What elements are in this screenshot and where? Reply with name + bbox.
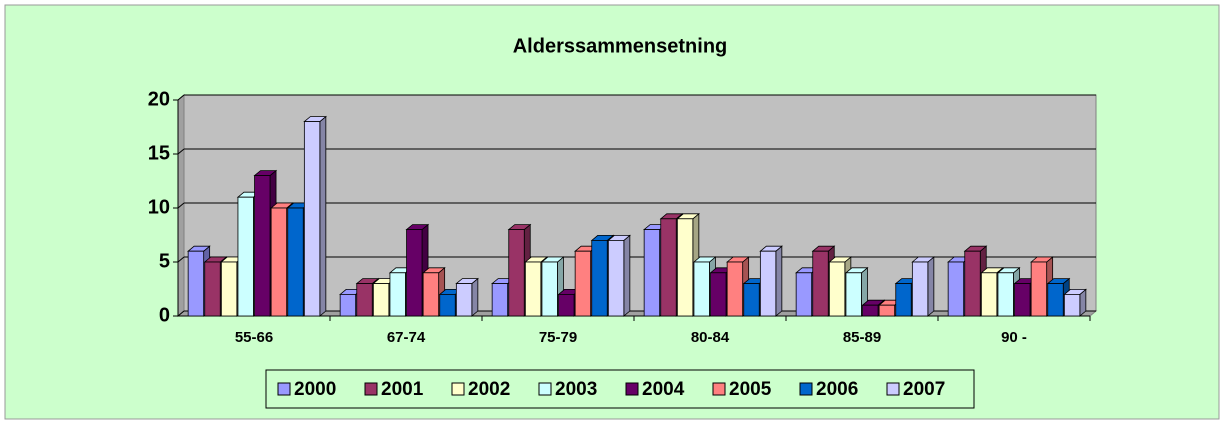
bar-side xyxy=(775,245,783,317)
bar xyxy=(607,239,625,317)
chart-title: Alderssammensetning xyxy=(513,35,728,57)
bar xyxy=(862,304,879,317)
bar xyxy=(220,261,238,317)
bar xyxy=(878,304,896,317)
bar xyxy=(795,272,813,317)
bar xyxy=(303,121,321,317)
bar xyxy=(455,283,473,317)
bar xyxy=(422,272,440,317)
legend-label: 2001 xyxy=(381,379,424,400)
bar xyxy=(237,196,254,317)
legend-swatch xyxy=(277,382,291,396)
bar xyxy=(574,250,592,317)
y-tick-label: 0 xyxy=(159,304,170,326)
x-tick-label: 90 - xyxy=(1001,329,1027,346)
bar xyxy=(726,261,744,317)
legend-label: 2006 xyxy=(816,379,858,400)
bar xyxy=(693,261,710,317)
legend-label: 2005 xyxy=(729,379,772,400)
bar xyxy=(743,283,760,317)
legend-label: 2000 xyxy=(294,379,336,400)
bar xyxy=(812,250,829,317)
bar xyxy=(759,250,777,317)
y-tick-label: 5 xyxy=(159,250,170,272)
bar-side xyxy=(319,115,327,317)
bar xyxy=(524,261,542,317)
bar xyxy=(911,261,929,317)
bar xyxy=(491,283,509,317)
bar xyxy=(1047,283,1064,317)
bar-side xyxy=(623,234,631,317)
y-tick-label: 10 xyxy=(148,196,170,218)
bar xyxy=(270,207,288,317)
bar xyxy=(643,229,661,317)
bar xyxy=(439,293,456,317)
bar xyxy=(1014,283,1031,317)
bar-side xyxy=(471,277,479,317)
legend-label: 2002 xyxy=(468,379,510,400)
bar xyxy=(541,261,558,317)
legend-swatch xyxy=(364,382,378,396)
bar xyxy=(997,272,1014,317)
bar-side xyxy=(927,256,935,317)
y-tick-label: 20 xyxy=(148,88,170,110)
legend-swatch xyxy=(712,382,726,396)
legend-swatch xyxy=(886,382,900,396)
legend-swatch xyxy=(799,382,813,396)
bar xyxy=(828,261,846,317)
bar xyxy=(1030,261,1048,317)
x-tick-label: 67-74 xyxy=(387,329,426,346)
bar xyxy=(558,293,575,317)
bar xyxy=(660,218,677,317)
bar xyxy=(676,218,694,317)
bar xyxy=(187,250,205,317)
bar xyxy=(710,272,727,317)
grid-line-side xyxy=(177,256,185,263)
bar xyxy=(356,283,373,317)
x-tick-label: 55-66 xyxy=(235,329,273,346)
x-tick-label: 75-79 xyxy=(539,329,577,346)
bar xyxy=(406,229,423,317)
bar xyxy=(980,272,998,317)
legend xyxy=(265,369,975,409)
legend-swatch xyxy=(451,382,465,396)
x-tick-label: 85-89 xyxy=(843,329,881,346)
bar xyxy=(254,175,271,317)
bar xyxy=(339,293,357,317)
x-tick-label: 80-84 xyxy=(691,329,730,346)
legend-label: 2003 xyxy=(555,379,597,400)
bar xyxy=(204,261,221,317)
legend-swatch xyxy=(625,382,639,396)
bar xyxy=(287,207,304,317)
bar xyxy=(947,261,965,317)
grid-line-side xyxy=(177,94,185,101)
grid-line-side xyxy=(177,148,185,155)
grid-line-side xyxy=(177,202,185,209)
bar xyxy=(895,283,912,317)
bar xyxy=(845,272,862,317)
bar xyxy=(964,250,981,317)
grid-line-side xyxy=(177,310,185,317)
legend-swatch xyxy=(538,382,552,396)
bar xyxy=(372,283,390,317)
bar xyxy=(591,239,608,317)
bar xyxy=(389,272,406,317)
bar xyxy=(508,229,525,317)
y-tick-label: 15 xyxy=(148,142,170,164)
bar xyxy=(1063,293,1081,317)
legend-label: 2007 xyxy=(903,379,945,400)
legend-label: 2004 xyxy=(642,379,685,400)
